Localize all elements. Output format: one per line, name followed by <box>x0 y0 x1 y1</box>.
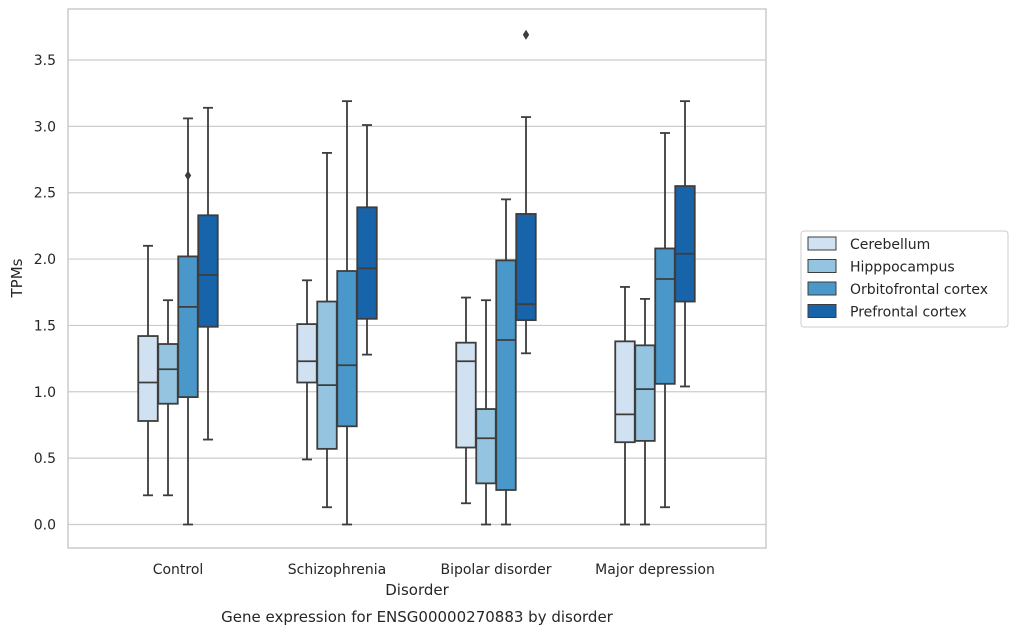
chart-caption: Gene expression for ENSG00000270883 by d… <box>221 608 614 626</box>
box-iqr <box>475 408 497 485</box>
legend-swatch <box>807 259 837 273</box>
x-tick-label: Schizophrenia <box>288 562 386 578</box>
box-prefrontal-cortex <box>674 100 696 388</box>
legend-label: Hipppocampus <box>850 260 955 276</box>
box-hipppocampus <box>316 151 338 509</box>
y-tick-label: 3.0 <box>34 119 56 135</box>
x-axis-ticks: Control Schizophrenia Bipolar disorder Majo… <box>153 562 715 578</box>
box-hipppocampus <box>634 297 656 526</box>
box-iqr <box>455 341 477 449</box>
y-tick-label: 1.0 <box>34 385 56 401</box>
box-iqr <box>674 185 696 303</box>
box-iqr <box>515 213 537 322</box>
x-tick-label: Major depression <box>595 562 715 578</box>
y-tick-label: 2.5 <box>34 186 56 202</box>
y-axis-label: TPMs <box>8 258 26 298</box>
legend-swatch <box>807 236 837 251</box>
plot-area-frame <box>67 8 767 549</box>
legend-label: Orbitofrontal cortex <box>850 282 988 298</box>
legend-label: Prefrontal cortex <box>850 305 967 321</box>
box-cerebellum <box>296 279 318 461</box>
box-iqr <box>316 300 338 450</box>
box-iqr <box>634 344 656 442</box>
boxes <box>137 29 696 526</box>
box-orbitofrontal-cortex <box>177 117 199 526</box>
legend: Cerebellum Hipppocampus Orbitofrontal cort… <box>800 230 1009 328</box>
box-iqr <box>356 206 378 320</box>
box-iqr <box>157 343 179 405</box>
y-tick-label: 0.0 <box>34 518 56 534</box>
box-prefrontal-cortex <box>515 29 537 355</box>
box-iqr <box>197 214 219 328</box>
box-iqr <box>495 259 517 491</box>
box-iqr <box>614 340 636 444</box>
box-iqr <box>654 247 676 385</box>
box-hipppocampus <box>475 299 497 526</box>
outlier-point <box>522 29 530 40</box>
legend-frame <box>800 230 1009 328</box>
box-orbitofrontal-cortex <box>654 132 676 509</box>
box-orbitofrontal-cortex <box>336 100 358 526</box>
box-orbitofrontal-cortex <box>495 198 517 526</box>
legend-swatch <box>807 281 837 296</box>
x-tick-label: Bipolar disorder <box>440 562 551 578</box>
box-cerebellum <box>614 286 636 526</box>
box-iqr <box>296 323 318 384</box>
box-cerebellum <box>455 296 477 505</box>
box-iqr <box>177 255 199 398</box>
box-prefrontal-cortex <box>197 106 219 441</box>
legend-swatch <box>807 304 837 318</box>
legend-label: Cerebellum <box>850 237 930 253</box>
x-axis-label: Disorder <box>385 581 449 599</box>
box-iqr <box>137 335 159 422</box>
outlier-point <box>184 170 192 181</box>
box-iqr <box>336 270 358 428</box>
y-tick-label: 1.5 <box>34 318 56 334</box>
x-tick-label: Control <box>153 562 204 578</box>
box-hipppocampus <box>157 299 179 497</box>
y-tick-label: 0.5 <box>34 451 56 467</box>
box-prefrontal-cortex <box>356 124 378 356</box>
box-cerebellum <box>137 244 159 497</box>
y-tick-label: 2.0 <box>34 252 56 268</box>
y-axis-ticks: 0.0 0.5 1.0 1.5 2.0 2.5 3.0 3.5 <box>34 53 56 534</box>
y-tick-label: 3.5 <box>34 53 56 69</box>
